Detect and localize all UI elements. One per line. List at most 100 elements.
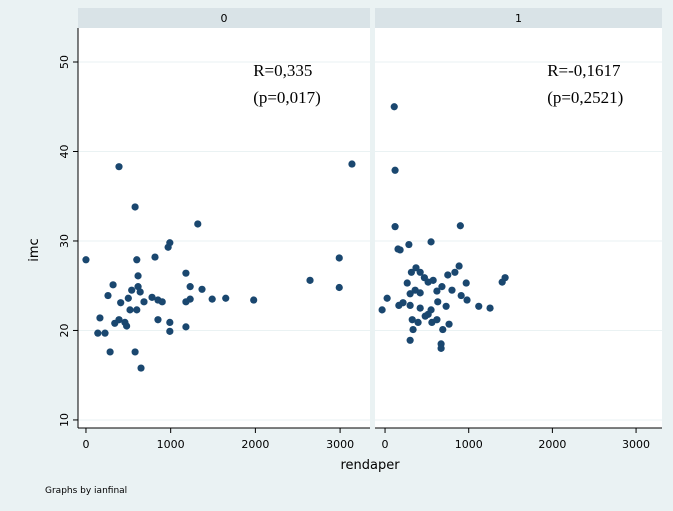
point (416, 304, 424, 312)
point (391, 223, 399, 231)
point (136, 288, 144, 296)
point (124, 294, 132, 302)
x-tick-label: 0 (82, 438, 89, 451)
y-tick-label: 10 (58, 413, 71, 427)
x-tick-label: 1000 (455, 438, 483, 451)
point (222, 294, 230, 302)
point (250, 296, 258, 304)
point (433, 316, 441, 324)
point (117, 299, 125, 307)
point (403, 279, 411, 287)
plot-area (375, 28, 662, 428)
point (151, 253, 159, 261)
annotation: (p=0,017) (253, 88, 321, 107)
point (439, 325, 447, 334)
x-tick-label: 2000 (241, 438, 269, 451)
point (455, 262, 463, 270)
point (128, 286, 136, 294)
point (457, 291, 465, 300)
point (501, 274, 509, 282)
x-tick-label: 1000 (157, 438, 185, 451)
point (378, 306, 386, 314)
x-tick-label: 0 (382, 438, 389, 451)
y-tick-label: 30 (58, 234, 71, 248)
point (335, 283, 343, 292)
point (399, 299, 407, 307)
point (194, 220, 202, 228)
point (462, 279, 470, 287)
point (154, 316, 162, 324)
annotation: R=0,335 (253, 61, 312, 80)
point (104, 291, 112, 300)
point (390, 103, 398, 111)
point (198, 285, 206, 293)
point (111, 319, 119, 327)
point (137, 364, 145, 372)
point (437, 344, 445, 352)
point (208, 295, 216, 303)
point (166, 327, 174, 335)
point (140, 298, 148, 306)
point (133, 256, 141, 264)
point (442, 302, 450, 310)
point (82, 256, 90, 264)
panel-header (375, 8, 662, 28)
point (182, 298, 190, 306)
point (414, 318, 422, 327)
y-tick-label: 20 (58, 323, 71, 337)
x-tick-label: 2000 (538, 438, 566, 451)
point (486, 304, 494, 312)
point (409, 325, 417, 334)
point (166, 318, 174, 327)
point (444, 271, 452, 279)
point (408, 316, 416, 324)
point (407, 268, 415, 276)
point (406, 336, 414, 344)
point (109, 281, 117, 289)
y-tick-label: 40 (58, 144, 71, 158)
point (348, 160, 356, 168)
point (396, 246, 404, 254)
point (158, 298, 166, 306)
point (406, 301, 414, 310)
point (416, 268, 424, 276)
point (123, 322, 131, 330)
point (306, 276, 314, 284)
plot-area (78, 28, 370, 428)
point (164, 243, 172, 251)
point (427, 306, 435, 314)
point (148, 293, 156, 301)
y-tick-label: 50 (58, 55, 71, 69)
point (406, 290, 414, 298)
point (94, 329, 102, 337)
note: Graphs by ianfinal (45, 486, 127, 496)
point (456, 222, 464, 230)
point (416, 289, 424, 297)
x-tick-label: 3000 (326, 438, 354, 451)
point (391, 166, 399, 174)
point (101, 329, 109, 337)
point (421, 312, 429, 320)
point (96, 314, 104, 322)
point (445, 320, 453, 328)
point (434, 298, 442, 306)
point (131, 348, 139, 356)
point (134, 272, 142, 280)
point (115, 163, 123, 171)
panel-header (78, 8, 370, 28)
point (448, 286, 456, 294)
point (131, 203, 139, 211)
panel-title: 1 (515, 12, 522, 25)
point (383, 294, 391, 302)
point (182, 323, 190, 331)
y-axis-label: imc (27, 238, 42, 261)
x-axis-label: rendaper (340, 458, 400, 473)
panel-title: 0 (221, 12, 228, 25)
point (475, 302, 483, 310)
point (182, 269, 190, 277)
point (451, 268, 459, 276)
point (106, 348, 114, 356)
x-tick-label: 3000 (622, 438, 650, 451)
